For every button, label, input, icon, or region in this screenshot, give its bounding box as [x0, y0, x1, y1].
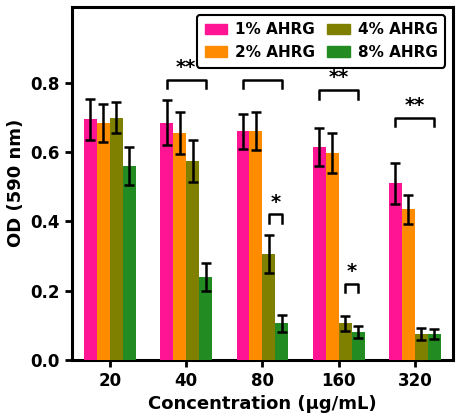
Bar [249, 131, 262, 360]
Bar [427, 334, 440, 360]
Legend: 1% AHRG, 2% AHRG, 4% AHRG, 8% AHRG: 1% AHRG, 2% AHRG, 4% AHRG, 8% AHRG [196, 15, 444, 68]
Bar [325, 153, 338, 360]
X-axis label: Concentration (μg/mL): Concentration (μg/mL) [148, 395, 376, 413]
Bar [401, 209, 414, 360]
Y-axis label: OD (590 nm): OD (590 nm) [7, 119, 25, 247]
Bar [312, 147, 325, 360]
Text: **: ** [252, 58, 272, 77]
Bar [97, 123, 110, 360]
Text: **: ** [176, 58, 196, 77]
Bar [414, 334, 427, 360]
Bar [275, 323, 288, 360]
Bar [236, 131, 249, 360]
Bar [388, 183, 401, 360]
Bar [262, 254, 275, 360]
Bar [351, 332, 364, 360]
Bar [123, 166, 135, 360]
Text: *: * [270, 193, 280, 212]
Bar [110, 118, 123, 360]
Bar [84, 119, 97, 360]
Bar [160, 123, 173, 360]
Bar [186, 161, 199, 360]
Text: **: ** [328, 68, 348, 87]
Bar [338, 323, 351, 360]
Bar [199, 277, 212, 360]
Text: **: ** [404, 96, 424, 115]
Bar [173, 133, 186, 360]
Text: *: * [346, 262, 356, 281]
